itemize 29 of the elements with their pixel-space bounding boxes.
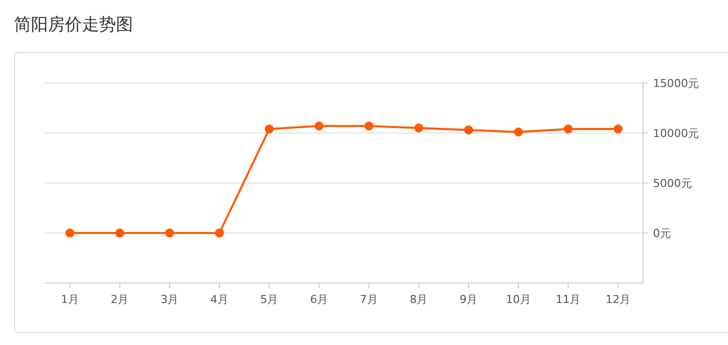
- x-tick-label: 2月: [110, 293, 129, 306]
- y-tick-label: 0元: [653, 227, 671, 240]
- x-tick-label: 5月: [260, 293, 278, 306]
- point: [414, 124, 424, 132]
- y-tick-label: 15000元: [653, 77, 699, 90]
- point: [65, 228, 74, 238]
- x-tick-label: 8月: [410, 293, 428, 306]
- y-tick-label: 5000元: [653, 177, 692, 190]
- x-tick-label: 6月: [310, 293, 328, 306]
- point: [214, 228, 224, 238]
- x-tick-label: 1月: [60, 293, 79, 306]
- point: [165, 228, 174, 238]
- x-tick-label: 11月: [556, 293, 581, 306]
- y-tick-label: 10000元: [653, 127, 699, 140]
- point: [115, 228, 124, 238]
- point: [364, 122, 374, 130]
- chart-title: 简阳房价走势图: [14, 15, 133, 35]
- x-tick-label: 10月: [506, 293, 531, 306]
- point: [314, 122, 324, 130]
- point: [264, 124, 274, 134]
- x-tick-label: 3月: [160, 293, 179, 306]
- x-tick-label: 12月: [606, 293, 631, 306]
- point: [514, 128, 523, 136]
- point: [614, 124, 623, 134]
- x-tick-label: 7月: [360, 293, 378, 306]
- point: [564, 124, 573, 134]
- x-tick-label: 9月: [460, 293, 478, 306]
- x-tick-label: 4月: [210, 293, 228, 306]
- point: [464, 126, 474, 134]
